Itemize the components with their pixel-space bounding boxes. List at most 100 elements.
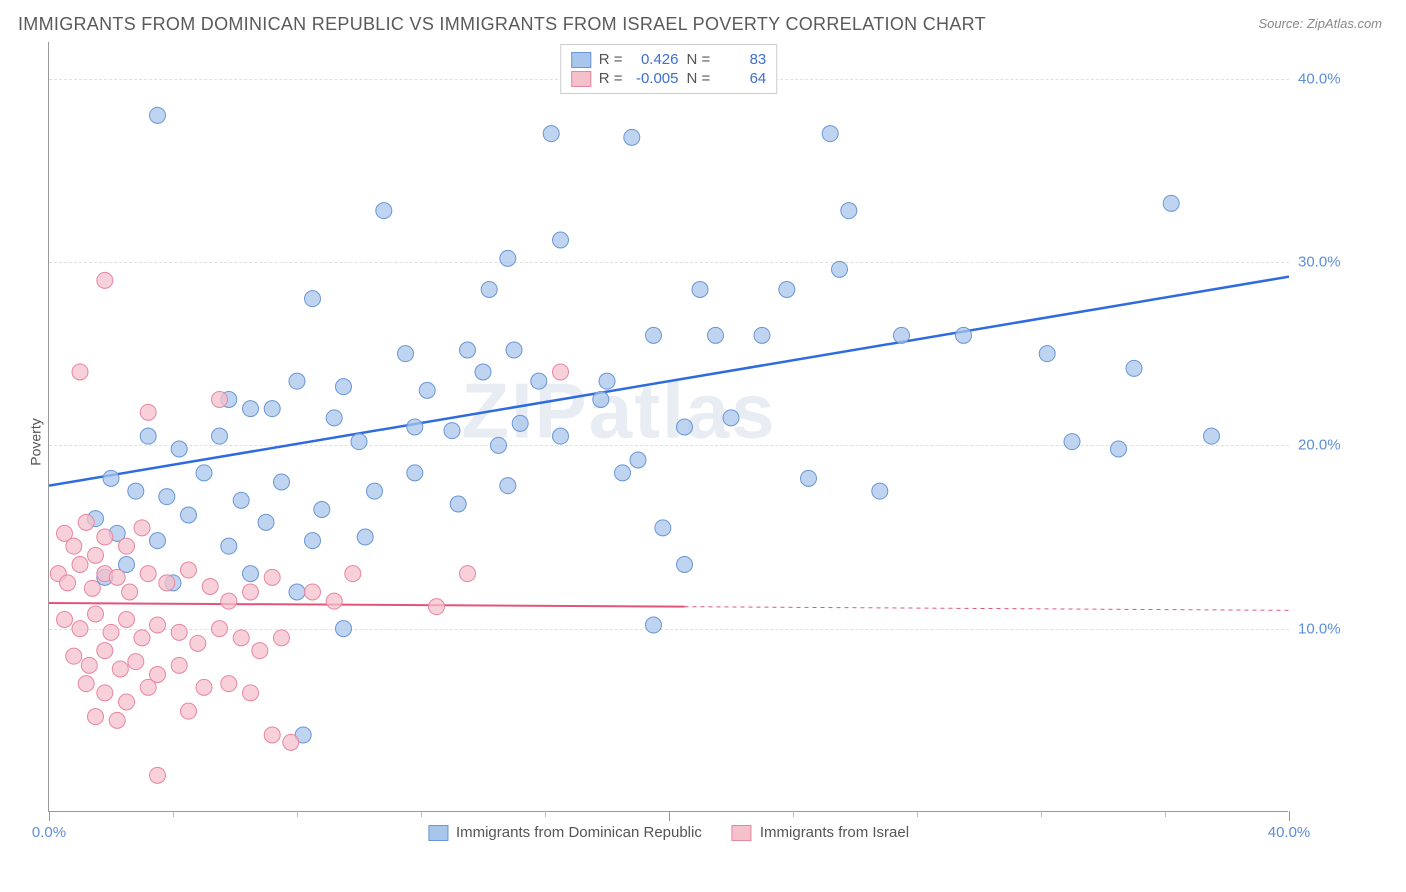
trend-line-dominican (49, 277, 1289, 486)
x-tick-major (1289, 811, 1290, 821)
legend-row-dominican: R = 0.426 N = 83 (571, 51, 767, 68)
data-point-dominican (692, 282, 708, 298)
data-point-dominican (531, 373, 547, 389)
legend-label-dominican: Immigrants from Dominican Republic (456, 824, 702, 841)
data-point-dominican (512, 415, 528, 431)
data-point-dominican (1039, 346, 1055, 362)
data-point-dominican (1204, 428, 1220, 444)
data-point-israel (72, 557, 88, 573)
data-point-dominican (832, 261, 848, 277)
data-point-dominican (1064, 434, 1080, 450)
data-point-dominican (274, 474, 290, 490)
data-point-israel (221, 593, 237, 609)
x-tick-major (49, 811, 50, 821)
data-point-israel (221, 676, 237, 692)
data-point-dominican (500, 478, 516, 494)
data-point-israel (81, 657, 97, 673)
data-point-dominican (233, 492, 249, 508)
plot-area: ZIPatlas R = 0.426 N = 83 R = -0.005 N =… (48, 42, 1288, 812)
data-point-israel (119, 612, 135, 628)
data-point-israel (88, 709, 104, 725)
data-point-dominican (357, 529, 373, 545)
data-point-dominican (289, 584, 305, 600)
data-point-dominican (801, 470, 817, 486)
data-point-israel (66, 648, 82, 664)
data-point-dominican (128, 483, 144, 499)
data-point-dominican (723, 410, 739, 426)
n-label: N = (687, 51, 711, 68)
data-point-israel (122, 584, 138, 600)
data-point-dominican (305, 533, 321, 549)
y-tick-label: 40.0% (1298, 70, 1358, 87)
data-point-israel (97, 685, 113, 701)
data-point-israel (150, 617, 166, 633)
data-point-dominican (243, 566, 259, 582)
data-point-dominican (500, 250, 516, 266)
data-point-dominican (956, 327, 972, 343)
data-point-dominican (376, 203, 392, 219)
data-point-dominican (419, 382, 435, 398)
data-point-israel (112, 661, 128, 677)
data-point-israel (196, 679, 212, 695)
data-point-israel (88, 547, 104, 563)
data-point-dominican (305, 291, 321, 307)
data-point-israel (181, 562, 197, 578)
data-point-dominican (159, 489, 175, 505)
data-point-israel (57, 612, 73, 628)
r-value-dominican: 0.426 (631, 51, 679, 68)
data-point-israel (97, 643, 113, 659)
data-point-israel (264, 569, 280, 585)
data-point-dominican (1126, 360, 1142, 376)
swatch-dominican (571, 52, 591, 68)
data-point-israel (119, 694, 135, 710)
data-point-dominican (351, 434, 367, 450)
y-axis-label: Poverty (28, 418, 44, 465)
chart-container: Poverty ZIPatlas R = 0.426 N = 83 R = -0… (48, 42, 1388, 842)
x-tick-label: 0.0% (32, 824, 66, 841)
data-point-israel (150, 767, 166, 783)
data-point-israel (72, 621, 88, 637)
data-point-dominican (646, 617, 662, 633)
data-point-israel (243, 685, 259, 701)
series-legend: Immigrants from Dominican Republic Immig… (428, 824, 909, 841)
data-point-israel (72, 364, 88, 380)
data-point-dominican (615, 465, 631, 481)
data-point-dominican (140, 428, 156, 444)
data-point-dominican (326, 410, 342, 426)
n-label: N = (687, 70, 711, 87)
data-point-dominican (624, 129, 640, 145)
data-point-dominican (243, 401, 259, 417)
data-point-dominican (289, 373, 305, 389)
data-point-israel (97, 529, 113, 545)
legend-item-dominican: Immigrants from Dominican Republic (428, 824, 702, 841)
data-point-israel (140, 404, 156, 420)
legend-row-israel: R = -0.005 N = 64 (571, 70, 767, 87)
data-point-israel (212, 392, 228, 408)
data-point-israel (119, 538, 135, 554)
data-point-dominican (630, 452, 646, 468)
legend-item-israel: Immigrants from Israel (732, 824, 909, 841)
data-point-dominican (553, 428, 569, 444)
y-tick-label: 20.0% (1298, 437, 1358, 454)
data-point-israel (78, 514, 94, 530)
data-point-israel (283, 734, 299, 750)
data-point-israel (103, 624, 119, 640)
data-point-dominican (407, 465, 423, 481)
y-tick-label: 10.0% (1298, 620, 1358, 637)
data-point-israel (140, 679, 156, 695)
data-point-dominican (506, 342, 522, 358)
data-point-israel (190, 635, 206, 651)
data-point-dominican (894, 327, 910, 343)
data-point-dominican (460, 342, 476, 358)
x-tick-label: 40.0% (1268, 824, 1311, 841)
data-point-israel (264, 727, 280, 743)
data-point-dominican (444, 423, 460, 439)
n-value-dominican: 83 (718, 51, 766, 68)
source-attribution: Source: ZipAtlas.com (1258, 16, 1382, 31)
data-point-israel (252, 643, 268, 659)
data-point-dominican (212, 428, 228, 444)
data-point-israel (326, 593, 342, 609)
data-point-israel (429, 599, 445, 615)
data-point-dominican (450, 496, 466, 512)
correlation-legend: R = 0.426 N = 83 R = -0.005 N = 64 (560, 44, 778, 94)
